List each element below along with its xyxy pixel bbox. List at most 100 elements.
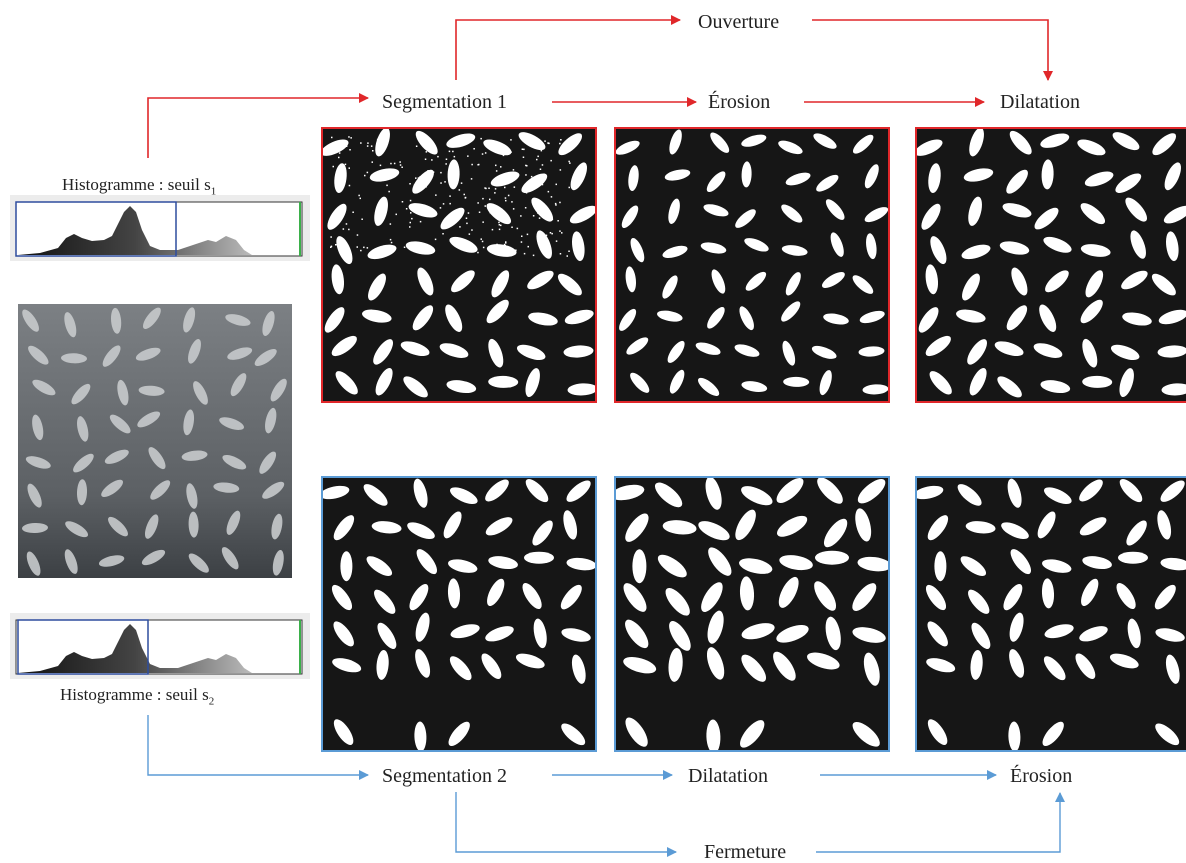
noise-speck [523,148,525,151]
noise-speck [366,247,369,249]
rice-grain [710,132,730,153]
rice-grain [1157,345,1186,358]
noise-speck [495,164,497,167]
rice-grain [816,174,839,192]
arrow-to-segmentation-1 [147,93,369,158]
rice-grain [657,310,683,322]
rice-grain [73,453,94,473]
rice-grain [25,456,51,469]
noise-speck [542,242,544,245]
noise-speck [417,177,420,179]
noise-speck [504,197,507,199]
noise-speck [449,240,452,242]
rice-grain [570,162,588,191]
noise-speck [395,213,397,216]
rice-grain [557,273,582,296]
noise-speck [390,162,392,165]
noise-speck [494,192,496,194]
noise-speck [332,165,334,168]
noise-speck [494,212,496,214]
noise-speck [410,212,412,214]
panel-erosion-top [614,127,890,403]
rice-grain [1007,478,1022,508]
rice-grain [335,371,358,395]
source-photo [18,304,292,578]
noise-speck [378,217,380,219]
rice-grain [490,171,520,187]
rice-grain [776,477,804,504]
noise-speck [512,252,515,254]
rice-grain [630,372,650,393]
rice-grain [1008,721,1021,752]
noise-speck [434,238,437,241]
noise-speck [495,170,498,172]
rice-grain [488,375,519,388]
rice-grain [518,132,546,151]
rice-grain [561,723,586,746]
noise-speck [465,217,468,219]
rice-grain [1079,517,1107,536]
rice-grain [485,626,514,642]
rice-grain [150,480,171,500]
rice-grain [400,341,430,357]
rice-grain [735,509,756,541]
noise-speck [538,141,541,143]
noise-speck [376,138,379,141]
rice-grain [446,133,476,148]
rice-grain [183,307,196,333]
noise-speck [409,199,412,202]
noise-speck [471,163,473,166]
rice-grain [1110,344,1140,361]
rice-grain [1080,203,1106,225]
rice-grain [934,551,947,582]
rice-grain [148,447,166,470]
label-dilatation-top: Dilatation [1000,91,1080,113]
rice-grain [28,345,49,365]
rice-grain [1080,244,1111,257]
rice-grain [963,168,994,182]
rice-grain [1155,628,1185,642]
rice-grain [567,383,598,396]
noise-speck [481,240,484,243]
rice-grain [855,508,872,542]
noise-speck [419,176,421,178]
noise-speck [526,165,528,167]
rice-grain [918,307,939,333]
rice-grain [27,483,42,508]
noise-speck [401,201,404,203]
rice-grain [533,618,547,649]
rice-grain [741,486,773,506]
rice-grain [144,514,159,539]
rice-grain [852,134,874,154]
noise-speck [504,186,506,189]
rice-grain [271,513,283,540]
noise-speck [495,184,498,187]
noise-speck [413,184,415,187]
noise-speck [497,142,499,144]
rice-grain [1166,231,1179,262]
noise-speck [364,174,366,177]
rice-grain [265,407,277,434]
noise-speck [338,152,341,154]
noise-speck [489,198,491,201]
noise-speck [514,174,516,176]
noise-speck [366,171,369,174]
noise-speck [427,170,429,172]
rice-grain [336,236,353,265]
rice-grain [864,207,889,223]
noise-speck [348,167,350,169]
rice-grain [778,576,799,608]
noise-speck [350,137,352,139]
noise-speck [344,163,347,166]
rice-grain [1082,375,1113,388]
rice-grain [970,649,983,680]
rice-grain [1160,480,1185,502]
noise-speck [559,230,561,232]
noise-speck [568,160,570,163]
rice-grain [814,581,837,611]
noise-speck [425,151,428,153]
rice-grain [1164,162,1182,191]
noise-speck [568,145,570,147]
rice-grain [781,245,808,256]
